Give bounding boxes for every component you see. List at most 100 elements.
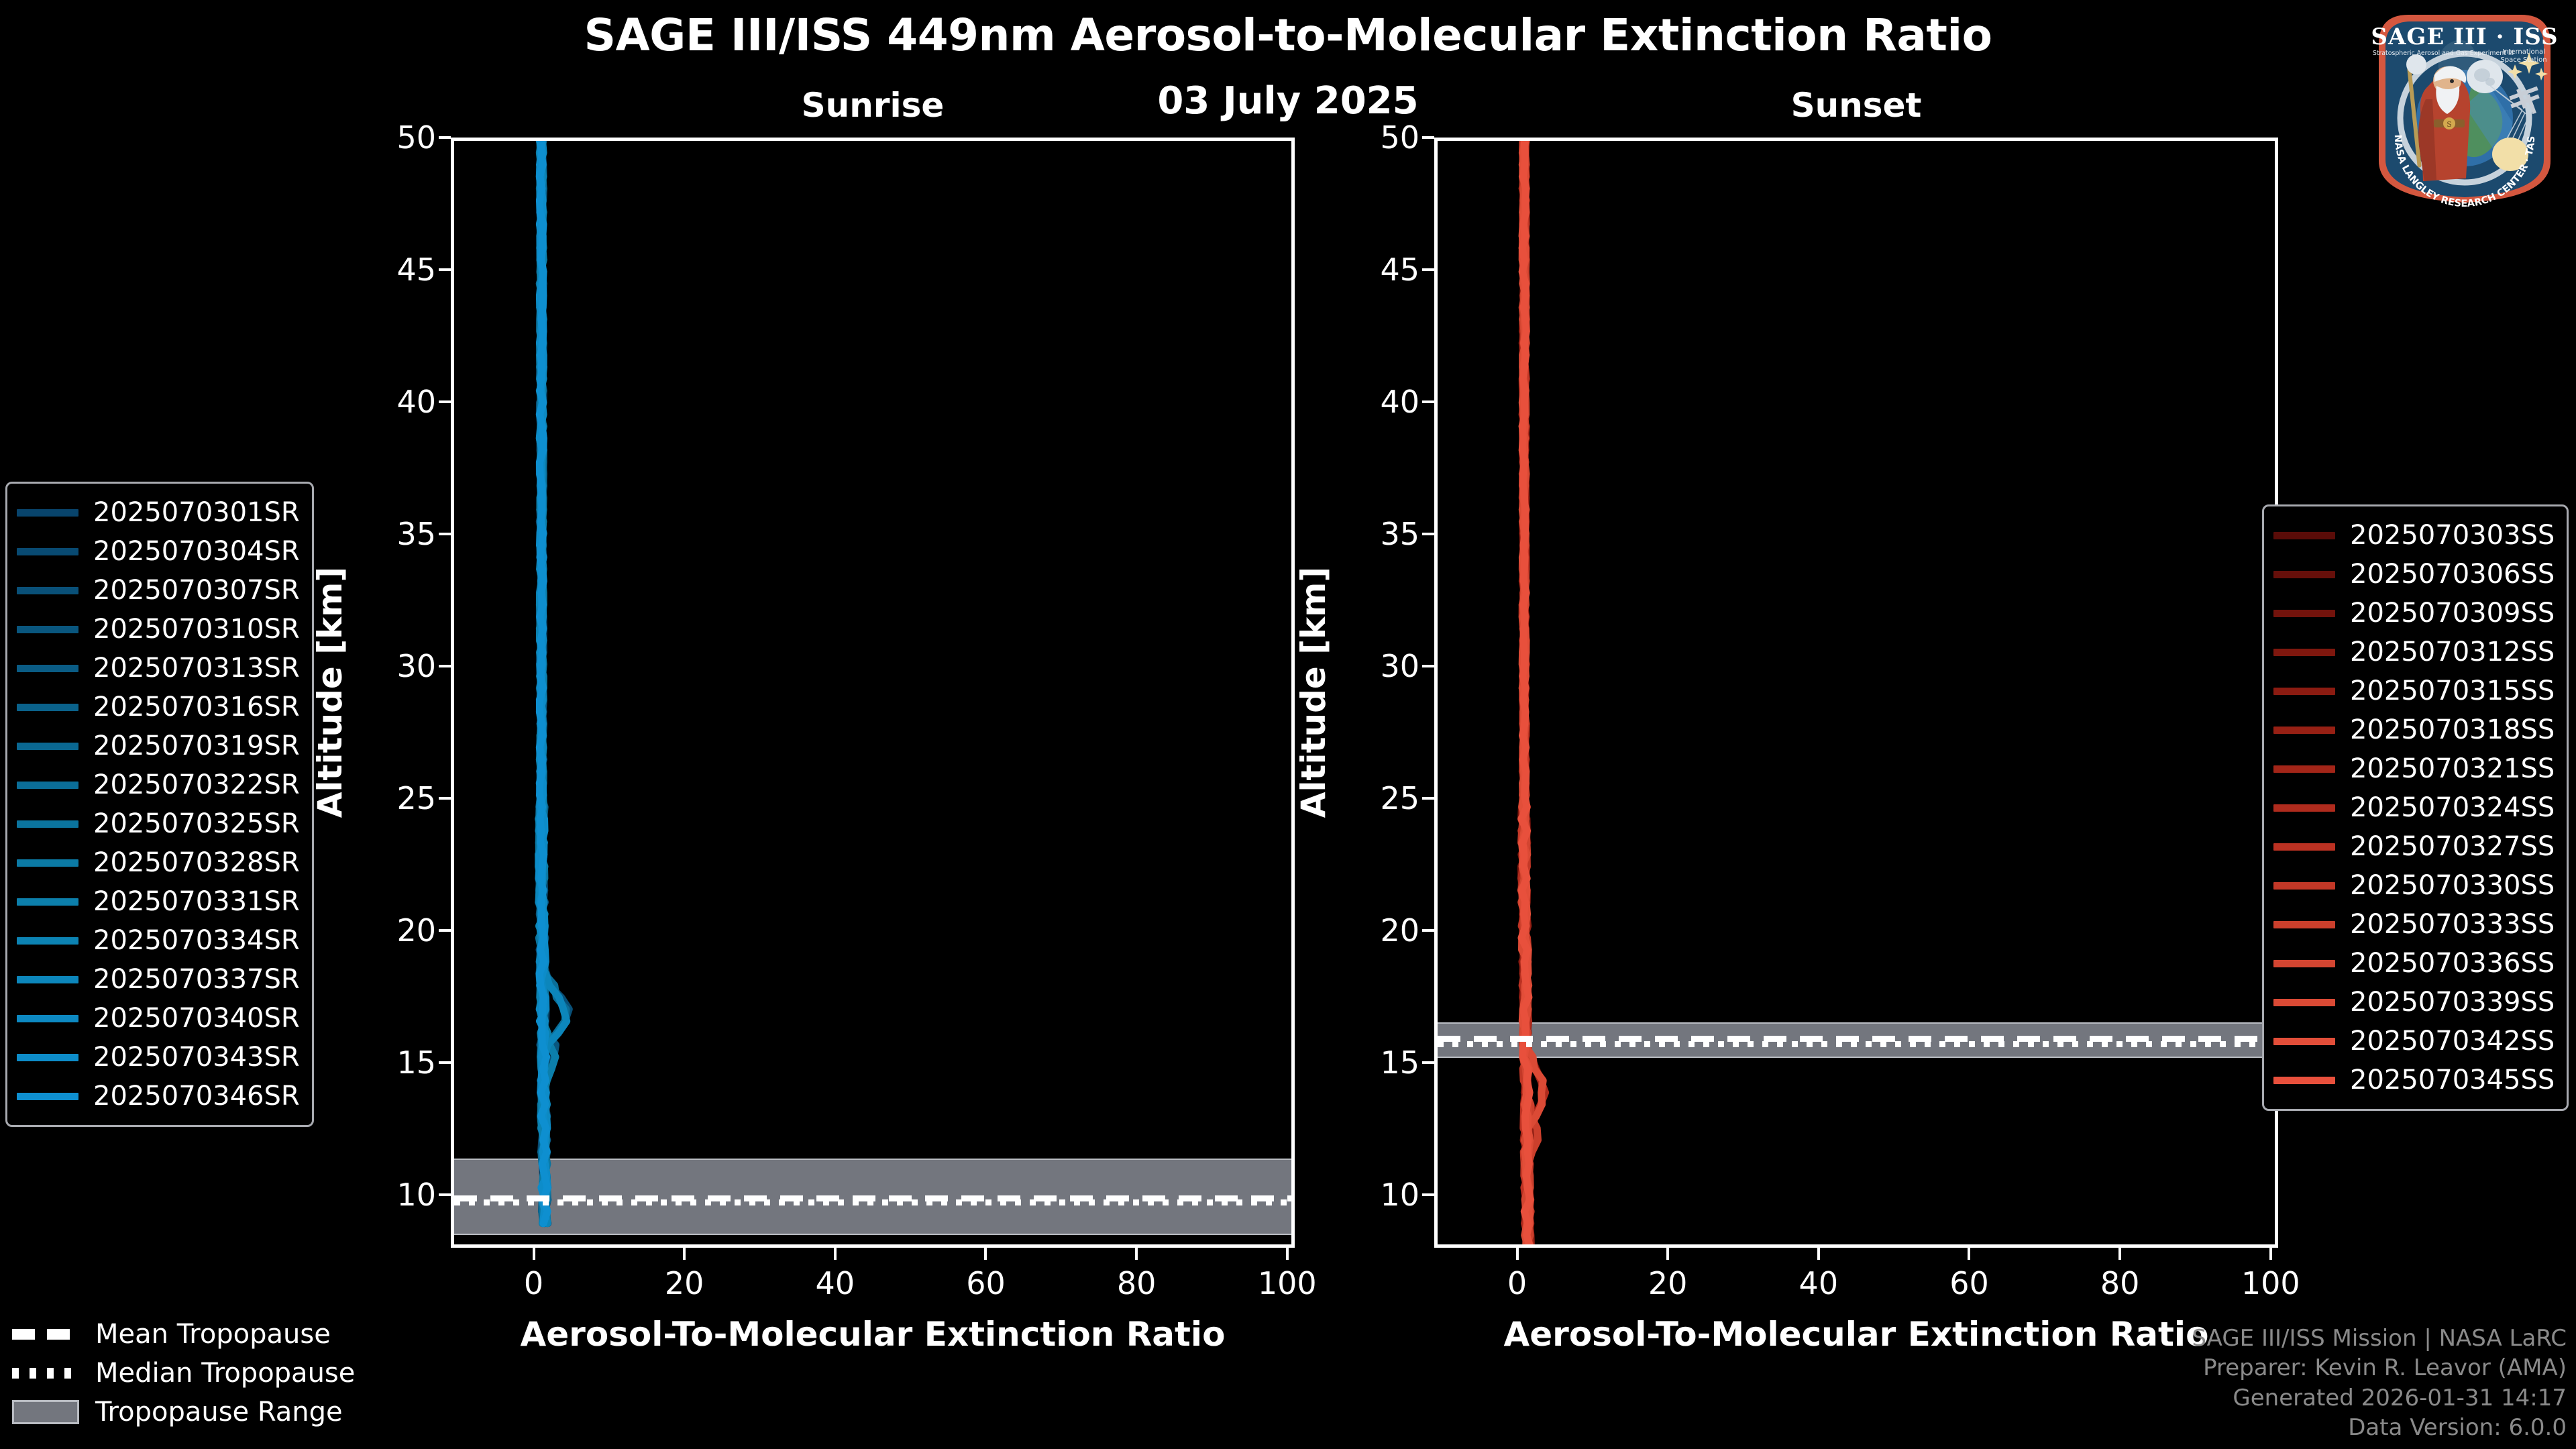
legend-item-label: 2025070303SS <box>2350 520 2555 551</box>
legend-color-swatch <box>2273 881 2335 890</box>
legend-item-label: 2025070336SS <box>2350 948 2555 979</box>
legend-item[interactable]: 2025070312SS <box>2273 633 2555 672</box>
mean-tropopause-line <box>454 1195 1291 1202</box>
legend-item[interactable]: 2025070342SS <box>2273 1022 2555 1061</box>
y-tick-mark <box>1422 533 1434 536</box>
x-tick-label: 20 <box>1648 1265 1688 1301</box>
legend-item-label: 2025070304SR <box>93 536 300 567</box>
legend-item[interactable]: 2025070325SR <box>17 804 300 843</box>
legend-item-label: 2025070340SR <box>93 1003 300 1034</box>
legend-item[interactable]: 2025070324SS <box>2273 788 2555 827</box>
legend-item[interactable]: 2025070339SS <box>2273 983 2555 1022</box>
legend-item[interactable]: 2025070328SR <box>17 843 300 882</box>
legend-item-label: 2025070322SR <box>93 769 300 800</box>
y-tick-label: 15 <box>396 1044 436 1081</box>
y-tick-mark <box>439 1193 451 1197</box>
legend-item[interactable]: 2025070304SR <box>17 532 300 571</box>
legend-item-label: 2025070330SS <box>2350 870 2555 901</box>
panel-title-sunrise: Sunrise <box>801 86 945 125</box>
legend-item[interactable]: 2025070313SR <box>17 649 300 688</box>
y-tick-label: 35 <box>396 516 436 553</box>
legend-item[interactable]: 2025070316SR <box>17 688 300 727</box>
y-tick-label: 20 <box>396 912 436 949</box>
median-tropopause-line <box>454 1199 1291 1206</box>
tropopause-legend-label: Tropopause Range <box>95 1397 343 1428</box>
legend-item-label: 2025070345SS <box>2350 1065 2555 1095</box>
y-tick-label: 20 <box>1380 912 1419 949</box>
svg-text:Stratospheric Aerosol and Gas: Stratospheric Aerosol and Gas Experiment… <box>2373 50 2514 57</box>
legend-item-label: 2025070346SR <box>93 1081 300 1112</box>
legend-item-label: 2025070301SR <box>93 497 300 528</box>
legend-item[interactable]: 2025070310SR <box>17 610 300 649</box>
legend-color-swatch <box>2273 531 2335 539</box>
y-tick-label: 50 <box>1380 119 1419 156</box>
y-tick-label: 10 <box>396 1177 436 1214</box>
legend-item[interactable]: 2025070309SS <box>2273 594 2555 633</box>
y-tick-label: 45 <box>1380 252 1419 288</box>
legend-item-label: 2025070306SS <box>2350 559 2555 590</box>
legend-item[interactable]: 2025070303SS <box>2273 516 2555 555</box>
y-tick-mark <box>1422 797 1434 800</box>
median-tropopause-line <box>1438 1040 2275 1047</box>
y-tick-label: 25 <box>1380 780 1419 817</box>
x-tick-mark <box>1817 1248 1820 1260</box>
mean-tropopause-line-icon <box>12 1329 79 1340</box>
legend-item[interactable]: 2025070340SR <box>17 999 300 1038</box>
legend-item[interactable]: 2025070346SR <box>17 1077 300 1116</box>
legend-item[interactable]: 2025070334SR <box>17 921 300 960</box>
legend-item[interactable]: 2025070322SR <box>17 765 300 804</box>
legend-item-label: 2025070312SS <box>2350 637 2555 667</box>
legend-color-swatch <box>17 586 78 594</box>
legend-item-label: 2025070316SR <box>93 692 300 722</box>
x-tick-mark <box>1285 1248 1289 1260</box>
x-tick-label: 100 <box>1257 1265 1317 1301</box>
legend-item[interactable]: 2025070319SR <box>17 727 300 765</box>
legend-color-swatch <box>2273 1037 2335 1045</box>
profile-trace <box>535 141 551 1228</box>
legend-item[interactable]: 2025070315SS <box>2273 672 2555 710</box>
profile-traces-sunset <box>1517 141 1550 1244</box>
page-subtitle: 03 July 2025 <box>1157 79 1419 123</box>
legend-item[interactable]: 2025070330SS <box>2273 866 2555 905</box>
legend-item[interactable]: 2025070307SR <box>17 571 300 610</box>
legend-item[interactable]: 2025070343SR <box>17 1038 300 1077</box>
y-tick-label: 50 <box>396 119 436 156</box>
legend-color-swatch <box>17 975 78 983</box>
legend-item[interactable]: 2025070306SS <box>2273 555 2555 594</box>
legend-sunrise[interactable]: 2025070301SR 2025070304SR 2025070307SR 2025… <box>5 482 314 1127</box>
legend-item-label: 2025070307SR <box>93 575 300 606</box>
legend-color-swatch <box>17 1014 78 1022</box>
y-tick-mark <box>1422 1061 1434 1065</box>
legend-color-swatch <box>17 1053 78 1061</box>
legend-item-label: 2025070343SR <box>93 1042 300 1073</box>
legend-color-swatch <box>17 898 78 906</box>
legend-item[interactable]: 2025070301SR <box>17 493 300 532</box>
legend-item[interactable]: 2025070327SS <box>2273 827 2555 866</box>
y-tick-label: 40 <box>396 384 436 421</box>
legend-item[interactable]: 2025070318SS <box>2273 710 2555 749</box>
legend-color-swatch <box>2273 687 2335 695</box>
legend-item-label: 2025070325SR <box>93 808 300 839</box>
x-tick-label: 60 <box>1949 1265 1989 1301</box>
legend-color-swatch <box>2273 765 2335 773</box>
legend-color-swatch <box>2273 804 2335 812</box>
x-tick-mark <box>984 1248 987 1260</box>
legend-item[interactable]: 2025070336SS <box>2273 944 2555 983</box>
x-tick-mark <box>833 1248 837 1260</box>
y-tick-mark <box>439 665 451 668</box>
legend-color-swatch <box>17 508 78 517</box>
legend-item-label: 2025070324SS <box>2350 792 2555 823</box>
x-tick-mark <box>1135 1248 1138 1260</box>
legend-sunset[interactable]: 2025070303SS 2025070306SS 2025070309SS 2025… <box>2262 504 2569 1111</box>
legend-item[interactable]: 2025070333SS <box>2273 905 2555 944</box>
legend-item[interactable]: 2025070321SS <box>2273 749 2555 788</box>
legend-item[interactable]: 2025070345SS <box>2273 1061 2555 1099</box>
tropopause-range-patch-icon <box>12 1400 79 1424</box>
y-tick-mark <box>1422 136 1434 139</box>
x-tick-label: 40 <box>1799 1265 1839 1301</box>
x-tick-label: 40 <box>815 1265 855 1301</box>
legend-color-swatch <box>17 1092 78 1100</box>
legend-item[interactable]: 2025070331SR <box>17 882 300 921</box>
legend-item[interactable]: 2025070337SR <box>17 960 300 999</box>
legend-color-swatch <box>17 742 78 750</box>
